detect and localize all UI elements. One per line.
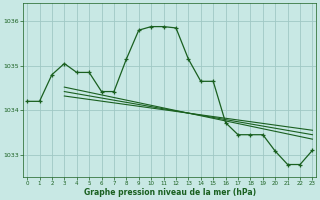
X-axis label: Graphe pression niveau de la mer (hPa): Graphe pression niveau de la mer (hPa) [84,188,256,197]
